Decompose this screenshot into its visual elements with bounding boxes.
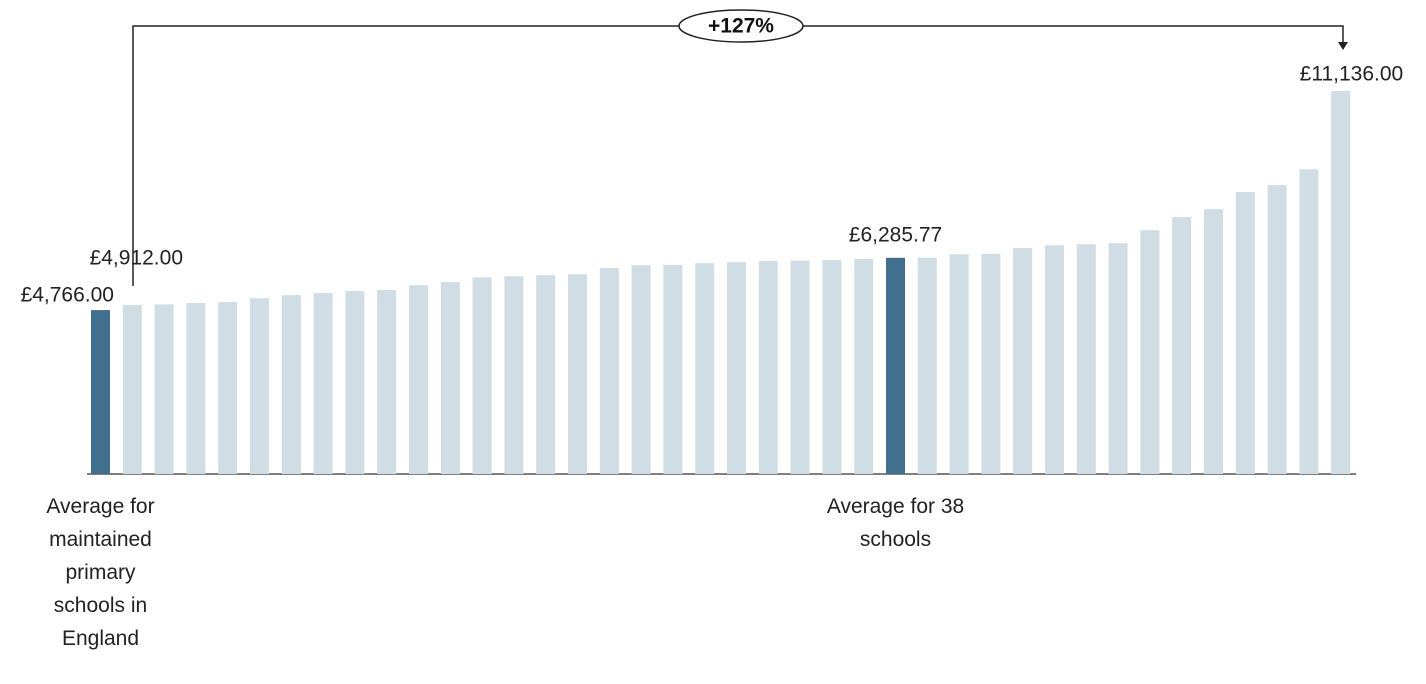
bar <box>440 282 460 474</box>
bar <box>695 263 715 474</box>
bar <box>1204 209 1223 475</box>
bar <box>154 304 174 474</box>
bar <box>917 257 937 474</box>
bar <box>758 261 778 474</box>
bar <box>218 302 238 474</box>
bar <box>1140 230 1160 474</box>
annotation-bubble <box>678 9 804 43</box>
bar <box>1299 169 1319 474</box>
bar <box>663 264 683 474</box>
value-label: £11,136.00 <box>1300 63 1404 86</box>
bar <box>91 310 110 474</box>
value-label: £4,766.00 <box>21 284 114 307</box>
bar <box>409 285 428 474</box>
value-label: £6,285.77 <box>849 223 942 246</box>
bar <box>1267 185 1287 475</box>
bar <box>822 260 842 474</box>
bar <box>377 289 397 474</box>
bar <box>631 265 651 474</box>
bar <box>313 293 333 474</box>
bar <box>504 276 524 474</box>
bar <box>536 275 556 474</box>
bar <box>250 298 269 474</box>
bar <box>122 305 142 474</box>
category-label: Average for 38 schools <box>826 495 965 551</box>
bar <box>599 267 619 474</box>
bar <box>949 254 969 474</box>
bar <box>790 260 810 474</box>
bar <box>1172 217 1192 474</box>
bar <box>1076 244 1096 474</box>
bar <box>345 291 365 474</box>
arrow-head <box>1338 42 1348 50</box>
annotation: +127% <box>708 15 774 38</box>
value-label: £4,912.00 <box>90 247 183 270</box>
bar <box>186 303 206 474</box>
bar <box>472 277 492 474</box>
bar <box>727 262 746 474</box>
bar <box>1331 91 1351 474</box>
bar <box>981 253 1001 474</box>
bar <box>1235 191 1255 475</box>
bar <box>1013 248 1033 474</box>
bar <box>1045 245 1064 474</box>
bar <box>281 295 301 474</box>
bar <box>568 274 587 474</box>
bar <box>854 259 874 474</box>
category-label: Average for maintained primary schools i… <box>46 495 155 650</box>
comparison-bracket <box>132 25 1344 286</box>
bar <box>886 257 905 474</box>
bar <box>1108 243 1128 474</box>
